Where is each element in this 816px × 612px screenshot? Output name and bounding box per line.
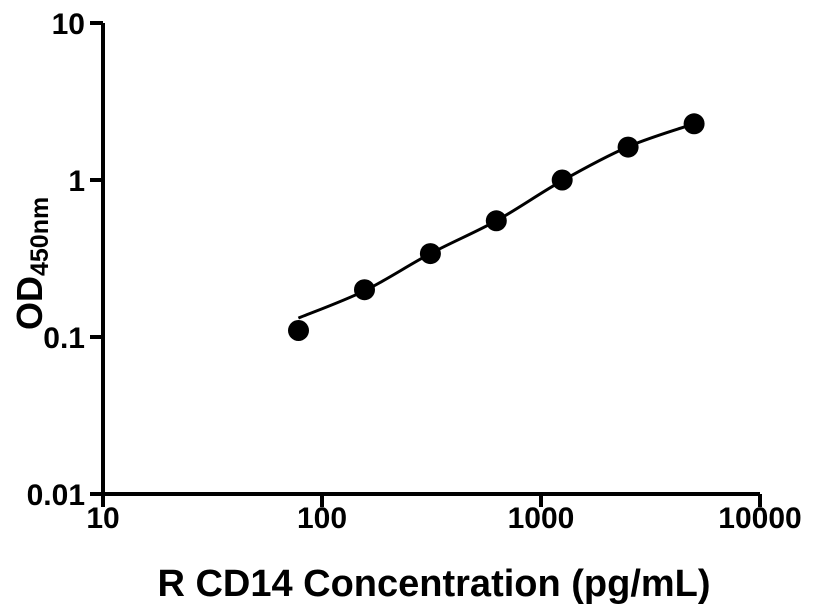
data-point-marker [354, 279, 375, 301]
x-tick-label: 100 [297, 502, 347, 535]
x-axis-title: R CD14 Concentration (pg/mL) [157, 563, 710, 605]
data-points [288, 113, 705, 341]
data-point-marker [683, 113, 705, 135]
x-tick-label: 10 [86, 502, 119, 535]
data-point-marker [485, 210, 507, 232]
y-axis-title-main: OD [9, 276, 50, 330]
y-axis-title: OD450nm [9, 197, 54, 330]
data-point-marker [288, 320, 309, 341]
y-tick-label: 10 [52, 8, 85, 41]
x-tick-label: 10000 [718, 502, 801, 535]
y-tick-label: 0.1 [43, 322, 85, 355]
y-tick-label: 1 [68, 165, 85, 198]
y-tick-label: 0.01 [27, 479, 85, 512]
x-tick-label: 1000 [508, 502, 575, 535]
data-point-marker [551, 169, 573, 191]
axis-ticks [90, 21, 762, 507]
y-axis-title-subscript: 450nm [26, 197, 54, 276]
data-point-marker [419, 243, 441, 265]
axis-tick-labels: 10 100 1000 10000 0.01 0.1 1 10 [27, 8, 802, 535]
data-point-marker [617, 136, 639, 158]
